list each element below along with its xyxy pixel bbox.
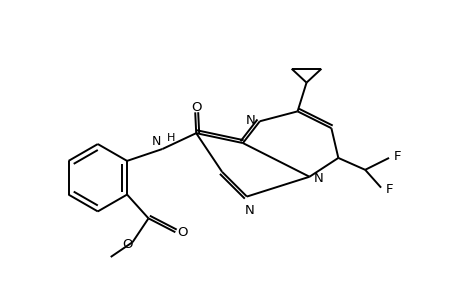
Text: N: N (313, 172, 323, 185)
Text: F: F (393, 150, 401, 164)
Text: N: N (246, 114, 255, 127)
Text: N: N (245, 205, 254, 218)
Text: O: O (177, 226, 187, 239)
Text: O: O (122, 238, 133, 250)
Text: O: O (190, 101, 201, 114)
Text: F: F (385, 183, 393, 196)
Text: H: H (166, 133, 174, 143)
Text: N: N (152, 135, 161, 148)
